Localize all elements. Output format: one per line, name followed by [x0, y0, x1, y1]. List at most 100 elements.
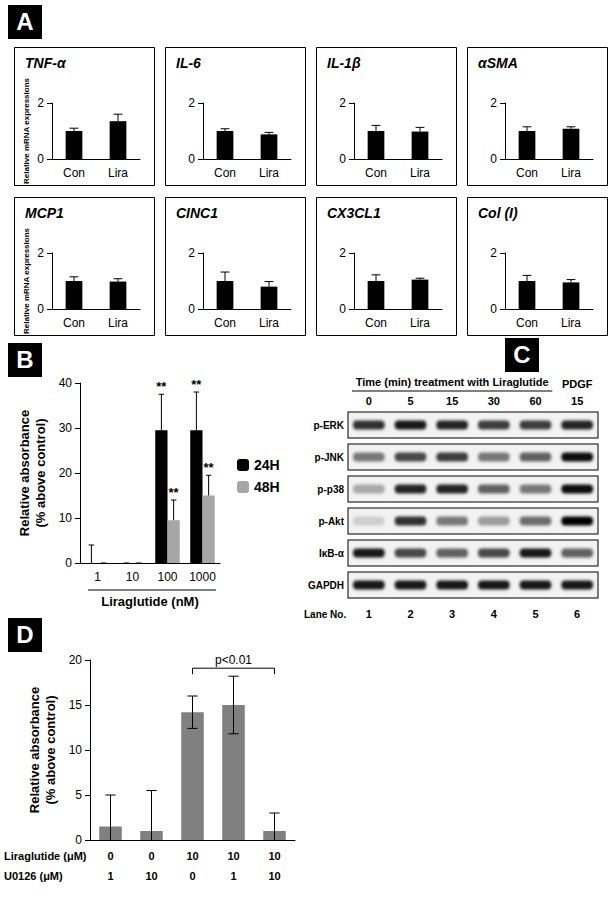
svg-text:10: 10 [126, 570, 140, 584]
svg-text:100: 100 [157, 570, 177, 584]
svg-text:10: 10 [227, 850, 239, 862]
svg-text:p-Akt: p-Akt [318, 516, 344, 527]
svg-text:Con: Con [516, 166, 538, 180]
svg-text:20: 20 [59, 466, 73, 480]
svg-text:Con: Con [63, 316, 85, 330]
svg-text:10: 10 [69, 743, 83, 757]
svg-text:Lira: Lira [108, 166, 128, 180]
svg-text:0: 0 [366, 395, 372, 407]
svg-text:2: 2 [37, 96, 44, 110]
svg-text:24H: 24H [254, 457, 280, 473]
svg-text:2: 2 [188, 246, 195, 260]
svg-text:0: 0 [490, 302, 497, 316]
svg-text:Lira: Lira [410, 316, 430, 330]
svg-text:Lira: Lira [410, 166, 430, 180]
svg-text:20: 20 [69, 653, 83, 667]
svg-text:U0126 (μM): U0126 (μM) [4, 870, 63, 882]
svg-text:5: 5 [407, 395, 413, 407]
svg-text:1: 1 [107, 870, 113, 882]
svg-text:MCP1: MCP1 [25, 205, 64, 221]
svg-text:1: 1 [230, 870, 236, 882]
svg-text:0: 0 [490, 152, 497, 166]
svg-text:1: 1 [366, 608, 372, 620]
svg-text:2: 2 [339, 246, 346, 260]
svg-text:1: 1 [94, 570, 101, 584]
svg-text:Liraglutide (nM): Liraglutide (nM) [101, 594, 199, 609]
svg-text:0: 0 [37, 302, 44, 316]
svg-text:Lira: Lira [108, 316, 128, 330]
svg-text:**: ** [169, 485, 180, 500]
svg-text:Con: Con [365, 316, 387, 330]
svg-text:CX3CL1: CX3CL1 [327, 205, 381, 221]
svg-text:0: 0 [188, 152, 195, 166]
svg-text:Relative absorbance: Relative absorbance [17, 410, 32, 536]
svg-text:0: 0 [189, 870, 195, 882]
svg-text:4: 4 [491, 608, 498, 620]
svg-text:Con: Con [63, 166, 85, 180]
svg-text:Relative absorbance: Relative absorbance [27, 687, 42, 813]
svg-text:GAPDH: GAPDH [308, 580, 344, 591]
svg-text:Lira: Lira [561, 166, 581, 180]
svg-text:(% above control): (% above control) [33, 418, 48, 527]
svg-text:0: 0 [75, 833, 82, 847]
svg-text:5: 5 [75, 788, 82, 802]
svg-text:40: 40 [59, 376, 73, 390]
svg-text:15: 15 [69, 698, 83, 712]
svg-text:30: 30 [488, 395, 500, 407]
svg-text:Con: Con [214, 316, 236, 330]
svg-text:p-JNK: p-JNK [315, 452, 345, 463]
svg-text:2: 2 [188, 96, 195, 110]
svg-text:Lira: Lira [259, 166, 279, 180]
svg-text:0: 0 [188, 302, 195, 316]
svg-text:10: 10 [59, 511, 73, 525]
svg-text:0: 0 [148, 850, 154, 862]
svg-text:0: 0 [65, 556, 72, 570]
svg-text:(% above control): (% above control) [43, 695, 58, 804]
svg-text:Con: Con [214, 166, 236, 180]
svg-text:2: 2 [339, 96, 346, 110]
svg-text:10: 10 [268, 850, 280, 862]
svg-text:**: ** [204, 460, 215, 475]
svg-text:Con: Con [365, 166, 387, 180]
svg-text:p-p38: p-p38 [317, 484, 344, 495]
svg-text:10: 10 [268, 870, 280, 882]
svg-text:Relative mRNA expressions: Relative mRNA expressions [22, 227, 31, 334]
svg-text:Liraglutide (μM): Liraglutide (μM) [4, 850, 87, 862]
svg-text:60: 60 [529, 395, 541, 407]
svg-text:Time (min) treatment with Lira: Time (min) treatment with Liraglutide [356, 376, 549, 388]
svg-text:Lane No.: Lane No. [304, 609, 346, 620]
svg-text:TNF-α: TNF-α [25, 55, 67, 71]
svg-text:Lira: Lira [259, 316, 279, 330]
svg-text:IL-1β: IL-1β [327, 55, 361, 71]
svg-text:αSMA: αSMA [478, 55, 518, 71]
svg-text:6: 6 [574, 608, 580, 620]
svg-text:0: 0 [107, 850, 113, 862]
svg-text:1000: 1000 [189, 570, 216, 584]
svg-text:2: 2 [490, 246, 497, 260]
svg-text:10: 10 [186, 850, 198, 862]
svg-text:10: 10 [145, 870, 157, 882]
svg-text:2: 2 [490, 96, 497, 110]
svg-text:CINC1: CINC1 [176, 205, 218, 221]
svg-text:0: 0 [339, 152, 346, 166]
svg-text:PDGF: PDGF [562, 378, 593, 390]
svg-text:2: 2 [37, 246, 44, 260]
svg-text:0: 0 [37, 152, 44, 166]
svg-text:Con: Con [516, 316, 538, 330]
svg-text:Col (I): Col (I) [478, 205, 518, 221]
svg-text:48H: 48H [254, 479, 280, 495]
svg-text:**: ** [191, 377, 202, 392]
svg-text:30: 30 [59, 421, 73, 435]
svg-text:**: ** [156, 379, 167, 394]
svg-text:3: 3 [449, 608, 455, 620]
svg-text:0: 0 [339, 302, 346, 316]
svg-text:Relative mRNA expressions: Relative mRNA expressions [22, 77, 31, 184]
svg-text:15: 15 [571, 395, 583, 407]
svg-text:15: 15 [446, 395, 458, 407]
svg-text:p<0.01: p<0.01 [215, 653, 252, 667]
svg-text:IL-6: IL-6 [176, 55, 201, 71]
svg-text:2: 2 [407, 608, 413, 620]
svg-text:p-ERK: p-ERK [313, 420, 344, 431]
svg-text:Lira: Lira [561, 316, 581, 330]
svg-text:IκB-α: IκB-α [319, 548, 345, 559]
